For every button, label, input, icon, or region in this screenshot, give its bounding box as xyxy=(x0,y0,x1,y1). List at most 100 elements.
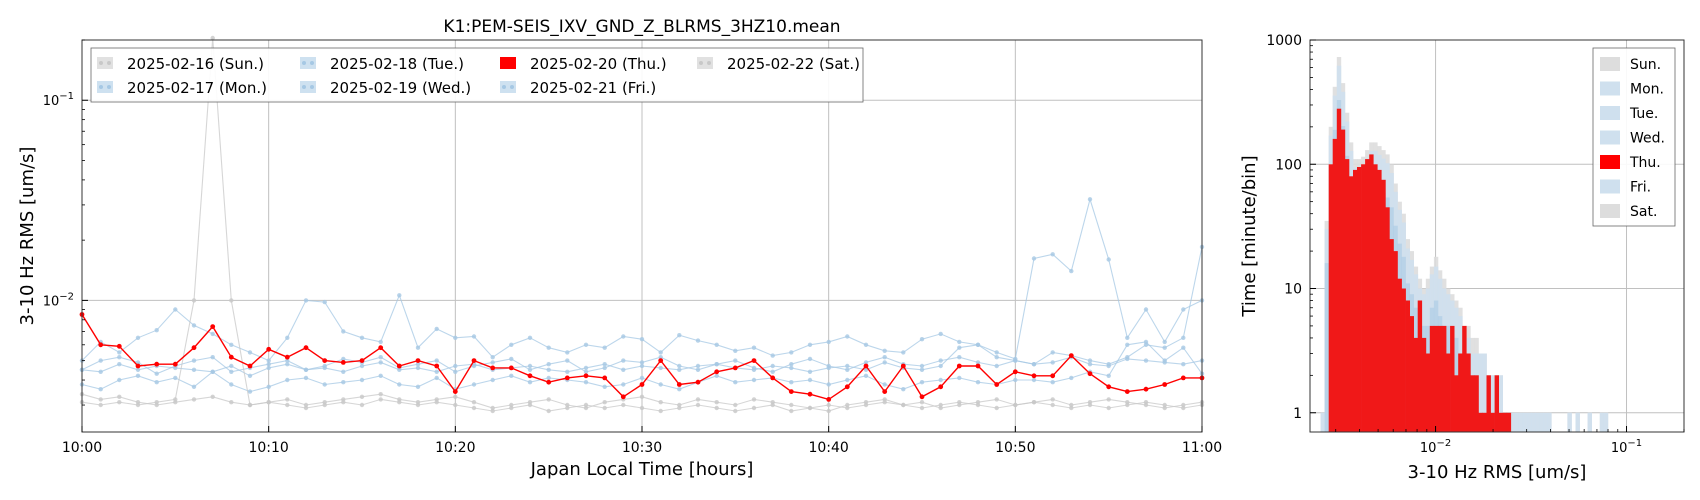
legend-label: Mon. xyxy=(1630,82,1664,98)
series-point xyxy=(770,369,775,374)
series-point xyxy=(714,362,719,367)
series-point xyxy=(602,362,607,367)
series-point xyxy=(340,360,346,365)
series-point xyxy=(882,355,887,360)
legend-marker xyxy=(107,85,111,89)
series-point xyxy=(98,402,103,408)
histogram-bar-highlight xyxy=(1393,251,1398,432)
series-point xyxy=(845,405,850,411)
legend-marker xyxy=(310,85,314,89)
series-point xyxy=(882,360,887,365)
histogram-bar-highlight xyxy=(1429,325,1435,432)
series-point xyxy=(471,405,477,411)
series-point xyxy=(1031,362,1037,367)
series-point xyxy=(621,402,626,408)
series-point xyxy=(434,369,439,374)
series-point xyxy=(714,373,719,378)
series-point xyxy=(135,402,141,408)
series-point xyxy=(415,358,421,363)
series-point xyxy=(621,334,626,339)
histogram-bar-highlight xyxy=(1498,412,1503,432)
series-point xyxy=(397,382,402,387)
series-point xyxy=(191,384,197,389)
series-point xyxy=(154,400,159,405)
series-point xyxy=(639,405,645,411)
series-point xyxy=(677,387,682,392)
histogram-bar-weekday xyxy=(1498,375,1503,432)
histogram-bar-highlight xyxy=(1417,300,1423,432)
legend-swatch xyxy=(1600,204,1620,218)
series-point xyxy=(247,402,253,408)
series-point xyxy=(210,394,215,399)
legend-marker xyxy=(302,61,306,65)
histogram-bar-highlight xyxy=(1332,138,1338,432)
series-point xyxy=(583,342,589,347)
series-point xyxy=(452,389,458,394)
histogram-bar-highlight xyxy=(1482,412,1487,432)
series-point xyxy=(658,408,663,414)
series-point xyxy=(266,400,271,405)
series-point xyxy=(191,397,197,402)
series-point xyxy=(434,400,439,405)
histogram-bar-highlight xyxy=(1454,375,1459,432)
series-point xyxy=(117,350,122,355)
series-point xyxy=(733,358,738,363)
series-point xyxy=(807,369,813,374)
series-point xyxy=(788,389,794,394)
series-point xyxy=(117,355,122,360)
x-tick-label: 10−2 xyxy=(1420,438,1451,456)
series-point xyxy=(359,377,365,383)
series-point xyxy=(751,377,757,383)
series-point xyxy=(733,380,738,385)
series-point xyxy=(826,339,831,345)
series-point xyxy=(229,363,234,369)
series-point xyxy=(378,339,383,345)
series-point xyxy=(415,365,421,371)
legend-marker xyxy=(502,85,506,89)
legend-label: Sat. xyxy=(1630,204,1657,220)
series-point xyxy=(509,405,514,411)
series-point xyxy=(994,363,999,369)
series-point xyxy=(117,377,122,383)
series-point xyxy=(1031,377,1037,383)
series-point xyxy=(677,363,682,369)
series-point xyxy=(957,339,962,345)
series-point xyxy=(509,373,514,378)
legend-swatch xyxy=(1600,155,1620,169)
series-point xyxy=(247,389,253,394)
series-point xyxy=(1069,405,1074,411)
series-point xyxy=(1013,402,1018,408)
series-point xyxy=(732,365,738,371)
series-point xyxy=(695,363,701,369)
timeseries-ticks: 10:00 10:10 10:20 10:30 10:40 10:50 11:00 10−2 1… xyxy=(43,39,1222,456)
series-point xyxy=(135,373,141,378)
series-point xyxy=(546,362,551,367)
legend-box xyxy=(90,47,864,103)
histogram-bar-weekday xyxy=(1514,412,1520,432)
series-point xyxy=(1106,362,1111,367)
series-point xyxy=(509,342,514,347)
x-tick-label: 11:00 xyxy=(1182,440,1222,456)
histogram-bar-highlight xyxy=(1486,375,1491,432)
series-point xyxy=(322,382,327,387)
series-point xyxy=(117,362,122,367)
series-point xyxy=(471,400,477,405)
histogram-bar-highlight xyxy=(1369,154,1374,432)
legend-swatch xyxy=(1600,179,1620,194)
series-point xyxy=(210,331,215,337)
series-point xyxy=(695,338,701,343)
histogram-ylabel: Time [minute/bin] xyxy=(1239,155,1260,317)
histogram-axes-frame xyxy=(1309,39,1685,433)
series-point xyxy=(285,397,290,402)
legend-label: 2025-02-19 (Wed.) xyxy=(330,79,471,97)
histogram-bar-highlight xyxy=(1409,316,1414,432)
series-point xyxy=(845,334,850,339)
series-point xyxy=(957,375,962,381)
series-point xyxy=(1050,360,1055,365)
series-point xyxy=(434,363,440,369)
series-point xyxy=(938,331,943,337)
series-point xyxy=(117,394,122,399)
histogram-bar-weekday xyxy=(1535,412,1540,432)
series-point xyxy=(751,345,757,350)
